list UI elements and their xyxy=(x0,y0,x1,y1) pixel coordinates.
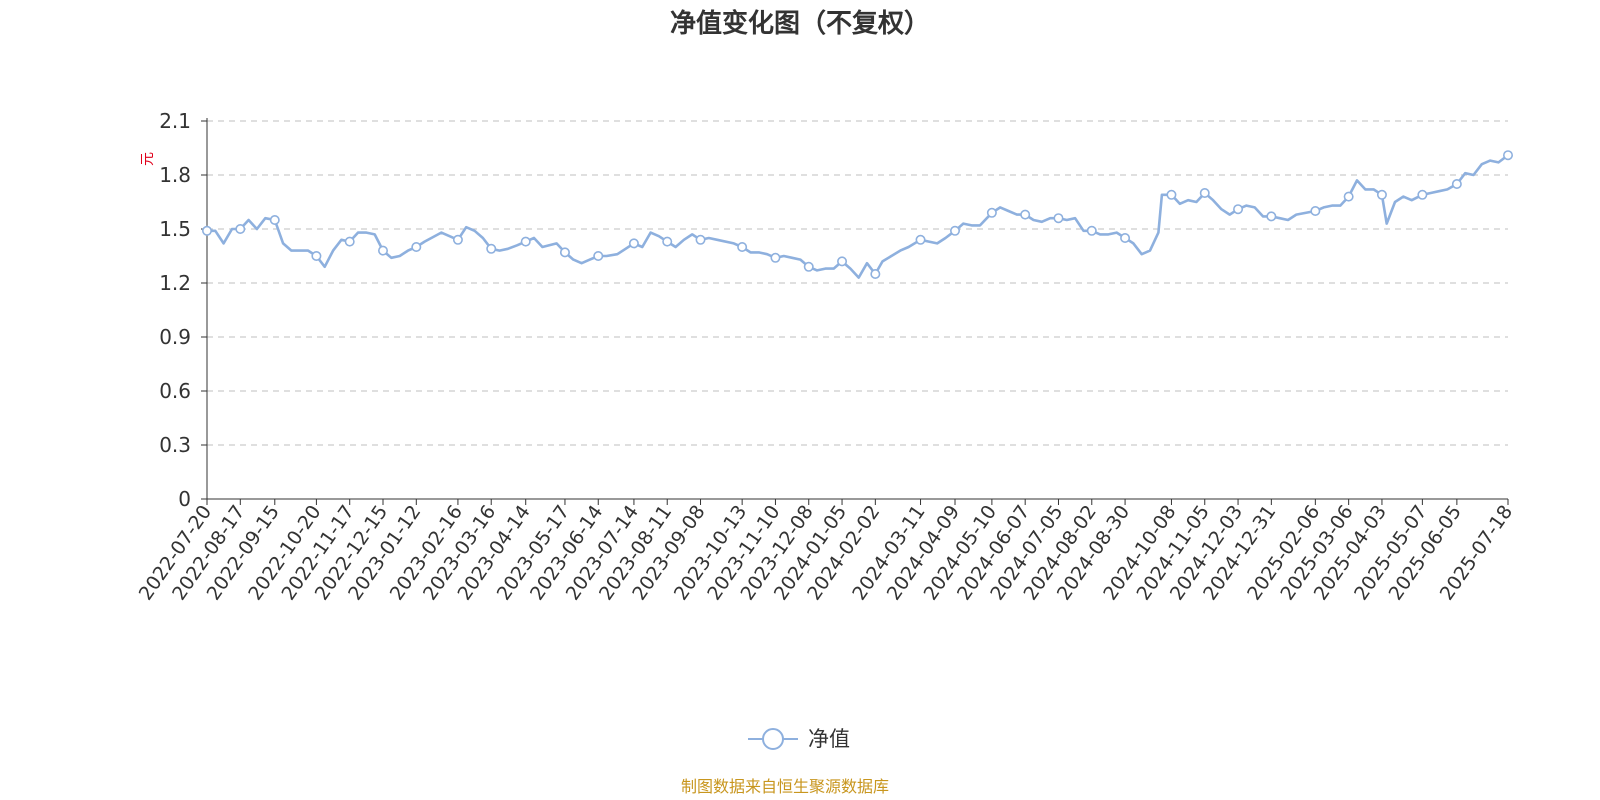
axes xyxy=(206,118,1508,500)
data-point-marker[interactable] xyxy=(695,234,706,245)
data-point-marker[interactable] xyxy=(837,256,848,267)
data-point-marker[interactable] xyxy=(803,261,814,272)
y-tick-label: 1.2 xyxy=(159,271,191,295)
data-point-marker[interactable] xyxy=(1451,179,1462,190)
series-net-value xyxy=(202,150,1514,279)
y-unit-label: 元 xyxy=(140,152,156,166)
data-point-marker[interactable] xyxy=(378,245,389,256)
data-point-marker[interactable] xyxy=(915,234,926,245)
grid-lines xyxy=(207,120,1508,446)
legend[interactable]: 净值 xyxy=(748,727,850,751)
data-point-marker[interactable] xyxy=(235,224,246,235)
source-note: 制图数据来自恒生聚源数据库 xyxy=(681,777,889,796)
data-point-marker[interactable] xyxy=(1343,191,1354,202)
data-point-marker[interactable] xyxy=(1376,189,1387,200)
data-point-marker[interactable] xyxy=(1086,225,1097,236)
y-tick-label: 1.5 xyxy=(159,217,191,241)
data-point-marker[interactable] xyxy=(1266,211,1277,222)
y-tick-label: 2.1 xyxy=(159,109,191,133)
data-point-marker[interactable] xyxy=(1020,209,1031,220)
data-point-marker[interactable] xyxy=(986,207,997,218)
data-point-marker[interactable] xyxy=(1199,188,1210,199)
legend-label: 净值 xyxy=(808,727,850,751)
data-point-marker[interactable] xyxy=(870,268,881,279)
data-point-marker[interactable] xyxy=(269,215,280,226)
data-point-marker[interactable] xyxy=(662,236,673,247)
data-point-marker[interactable] xyxy=(737,242,748,253)
data-point-marker[interactable] xyxy=(1233,204,1244,215)
y-tick-label: 0.3 xyxy=(159,433,191,457)
data-point-marker[interactable] xyxy=(411,242,422,253)
y-tick-label: 0 xyxy=(178,487,191,511)
data-point-marker[interactable] xyxy=(344,236,355,247)
data-point-marker[interactable] xyxy=(520,236,531,247)
y-tick-label: 1.8 xyxy=(159,163,191,187)
chart-title: 净值变化图（不复权） xyxy=(670,8,930,39)
series-line xyxy=(205,153,1510,279)
data-point-marker[interactable] xyxy=(559,247,570,258)
y-tick-label: 0.9 xyxy=(159,325,191,349)
data-point-marker[interactable] xyxy=(593,251,604,262)
x-tick-labels: 2022-07-202022-08-172022-09-152022-10-20… xyxy=(135,499,1517,604)
y-tick-label: 0.6 xyxy=(159,379,191,403)
data-point-marker[interactable] xyxy=(1503,150,1514,161)
data-point-marker[interactable] xyxy=(1120,233,1131,244)
data-point-marker[interactable] xyxy=(1417,189,1428,200)
data-point-marker[interactable] xyxy=(770,252,781,263)
data-point-marker[interactable] xyxy=(311,251,322,262)
data-point-marker[interactable] xyxy=(452,234,463,245)
data-point-marker[interactable] xyxy=(486,243,497,254)
data-point-marker[interactable] xyxy=(202,225,213,236)
data-point-marker[interactable] xyxy=(628,238,639,249)
data-point-marker[interactable] xyxy=(950,225,961,236)
data-point-marker[interactable] xyxy=(1310,206,1321,217)
data-point-marker[interactable] xyxy=(1166,189,1177,200)
data-point-marker[interactable] xyxy=(1053,213,1064,224)
y-tick-labels: 0 0.3 0.6 0.9 1.2 1.5 1.8 2.1 xyxy=(159,109,207,511)
legend-circle-icon xyxy=(762,728,784,750)
